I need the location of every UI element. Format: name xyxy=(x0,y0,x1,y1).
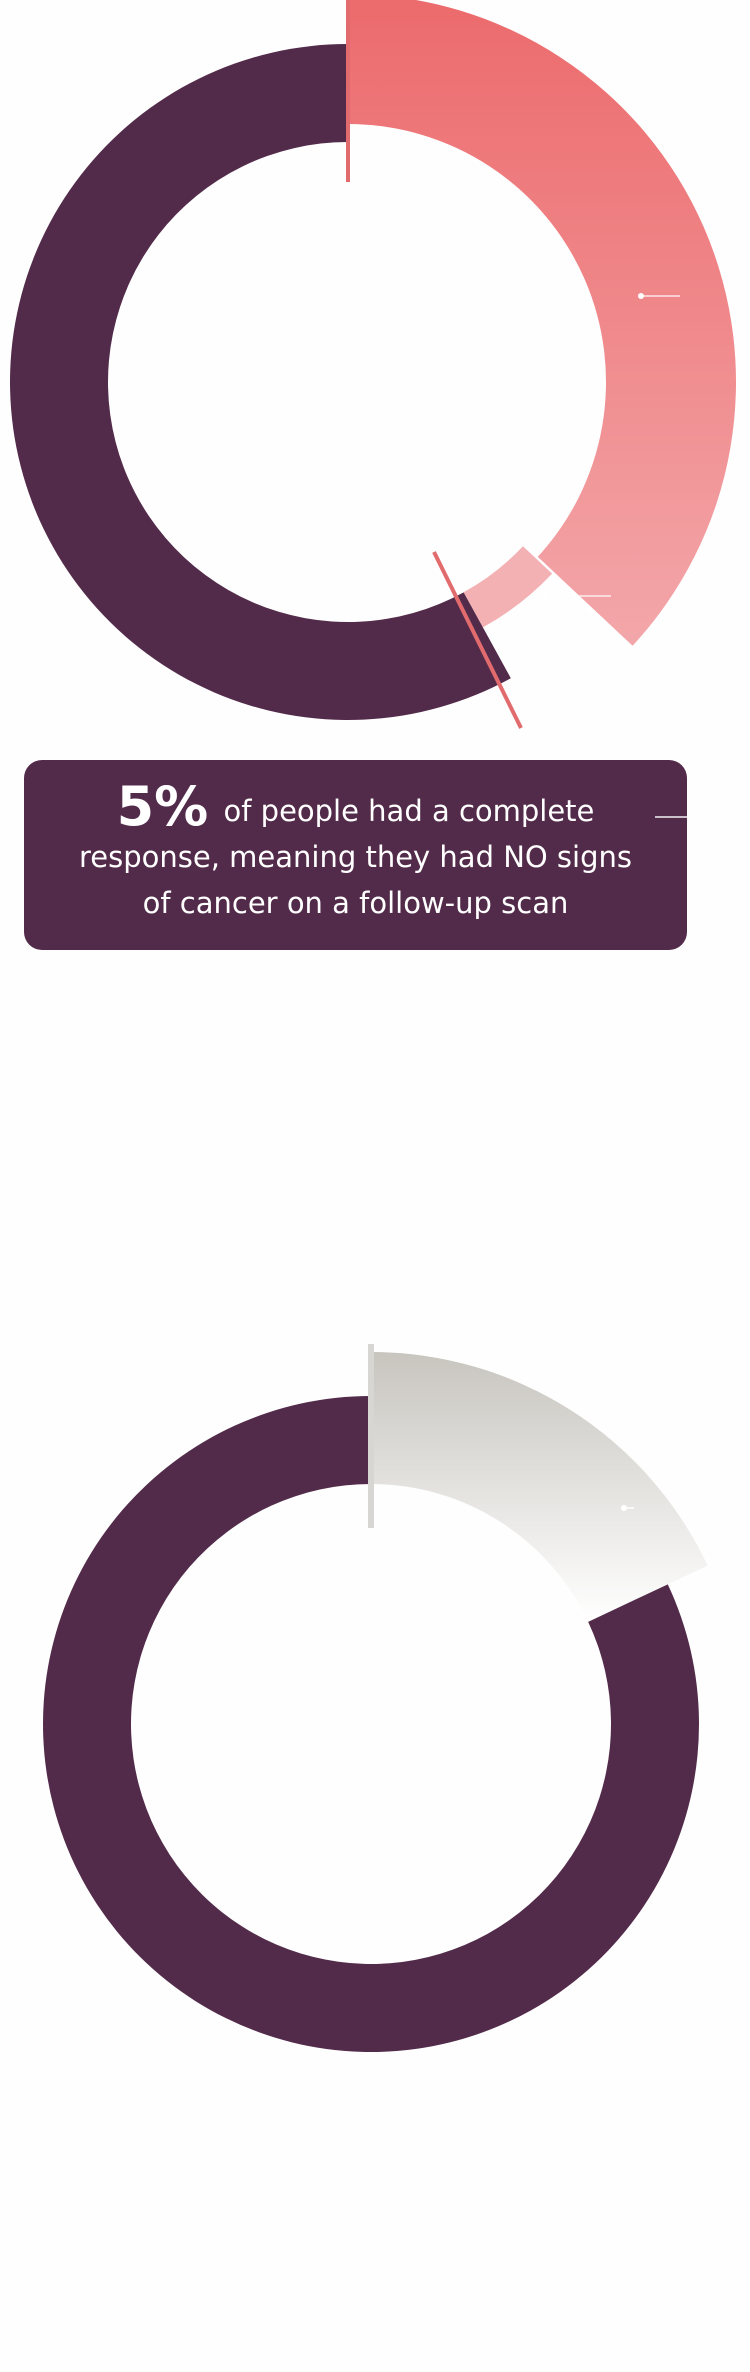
callout-text: of people had a complete response, meani… xyxy=(78,794,632,920)
callout-content: 5% of people had a complete response, me… xyxy=(64,780,647,926)
response-callout: 5% of people had a complete response, me… xyxy=(24,760,687,950)
donut-segment-2 xyxy=(463,546,553,628)
donut-chart-response xyxy=(10,0,736,729)
callout-value: 5% xyxy=(116,775,209,838)
leader-line-coral xyxy=(638,293,680,299)
end-marker xyxy=(432,551,523,729)
leader-line-grey xyxy=(621,1505,634,1511)
donut-segment-1 xyxy=(371,1352,708,1622)
donut-chart-secondary xyxy=(42,1344,708,2052)
donut-segment-3 xyxy=(10,44,511,720)
callout-leader-line xyxy=(655,816,687,818)
donut-segment-1 xyxy=(348,0,736,648)
leader-line-pink xyxy=(542,593,611,599)
